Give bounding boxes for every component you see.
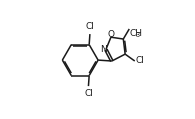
Text: N: N	[100, 45, 107, 54]
Text: Cl: Cl	[84, 89, 93, 98]
Text: O: O	[108, 30, 115, 39]
Text: Cl: Cl	[135, 56, 144, 65]
Text: CH: CH	[130, 29, 143, 38]
Text: Cl: Cl	[85, 22, 94, 31]
Text: 3: 3	[135, 32, 139, 38]
